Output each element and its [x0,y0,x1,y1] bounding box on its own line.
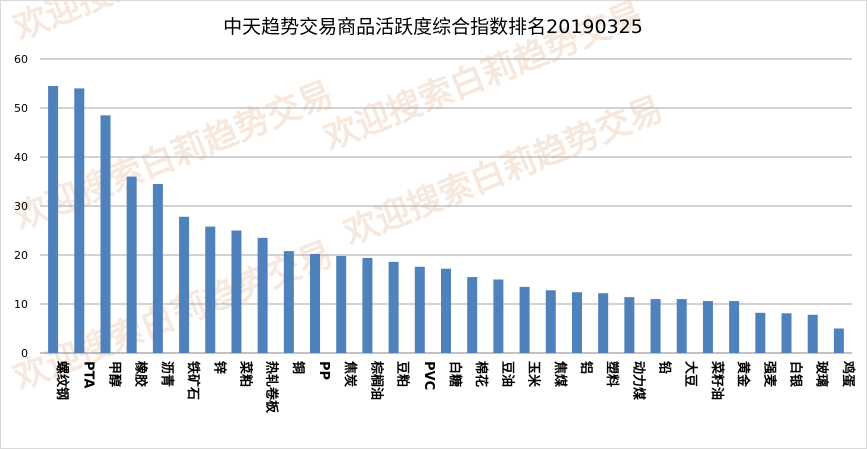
chart-title: 中天趋势交易商品活跃度综合指数排名20190325 [223,16,643,38]
x-tick-label: 棕榈油 [368,360,384,400]
y-tick-label: 60 [14,53,28,66]
bar [283,251,294,353]
bar [545,290,556,353]
y-tick-label: 20 [14,249,28,262]
x-tick-label: 锌 [211,361,227,374]
x-tick-label: 铜 [290,360,306,374]
bar [257,237,268,353]
bar [571,292,582,353]
bar [781,313,792,353]
x-tick-label: 铁矿石 [185,360,201,400]
x-tick-label: 沥青 [159,361,175,387]
bar [336,255,347,353]
bar [74,88,85,354]
x-tick-label: 铅 [657,361,673,374]
bar [702,301,713,353]
bar [388,261,399,353]
bar [624,297,635,353]
bar [676,299,687,353]
bar [519,286,530,353]
y-tick-label: 10 [14,298,28,311]
x-tick-label: 豆油 [499,361,515,387]
bar [467,277,478,353]
x-tick-label: PTA [80,361,95,388]
x-axis-ticks: 螺纹钢 PTA 甲醇 橡胶 沥青 铁矿石锌菜粕 热轧卷板铜 PP 焦炭 棕榈油 豆粕 PVC 白糖 棉花豆… [54,360,856,414]
bar [126,176,137,353]
y-tick-label: 30 [14,200,28,213]
x-tick-label: PP [316,361,331,380]
x-tick-label: 菜籽油 [709,360,725,400]
bar [310,254,321,353]
x-tick-label: 螺纹钢 [54,361,70,400]
bar [414,266,425,353]
x-tick-label: 白糖 [447,361,463,387]
gridlines [40,58,852,354]
bar [362,257,373,353]
x-tick-label: PVC [421,361,436,390]
bar [493,279,504,353]
bar [205,226,216,353]
x-tick-label: 焦煤 [552,360,568,387]
x-tick-label: 动力煤 [630,361,646,400]
bar [755,312,766,353]
x-tick-label: 鸡蛋 [840,360,856,387]
bar [729,301,740,353]
x-tick-label: 大豆 [683,361,699,387]
x-tick-label: 白银 [788,361,804,388]
x-tick-label: 强麦 [761,361,777,388]
bar [650,299,661,353]
y-tick-label: 50 [14,102,28,115]
y-axis-ticks: 0 10 20 30 40 50 60 [14,53,28,360]
bar [179,216,190,353]
x-tick-label: 甲醇 [106,361,122,387]
bar [833,328,844,353]
bar [100,115,111,353]
bars [48,85,844,354]
bar [807,314,818,353]
x-tick-label: 菜粕 [237,360,253,387]
y-tick-label: 40 [14,151,28,164]
x-tick-label: 棉花 [473,361,489,387]
x-tick-label: 黄金 [735,361,751,388]
x-tick-label: 玉米 [526,361,542,388]
x-tick-label: 橡胶 [133,361,149,387]
bar [152,183,163,353]
x-tick-label: 焦炭 [342,360,358,387]
x-tick-label: 豆粕 [395,361,411,387]
bar [441,268,451,353]
bar [231,230,242,353]
y-tick-label: 0 [21,347,28,360]
bar [598,293,609,353]
x-tick-label: 玻璃 [814,361,830,387]
bar [48,85,59,353]
x-tick-label: 热轧卷板 [264,361,280,414]
x-tick-label: 塑料 [604,361,620,387]
x-tick-label: 铝 [578,361,594,374]
